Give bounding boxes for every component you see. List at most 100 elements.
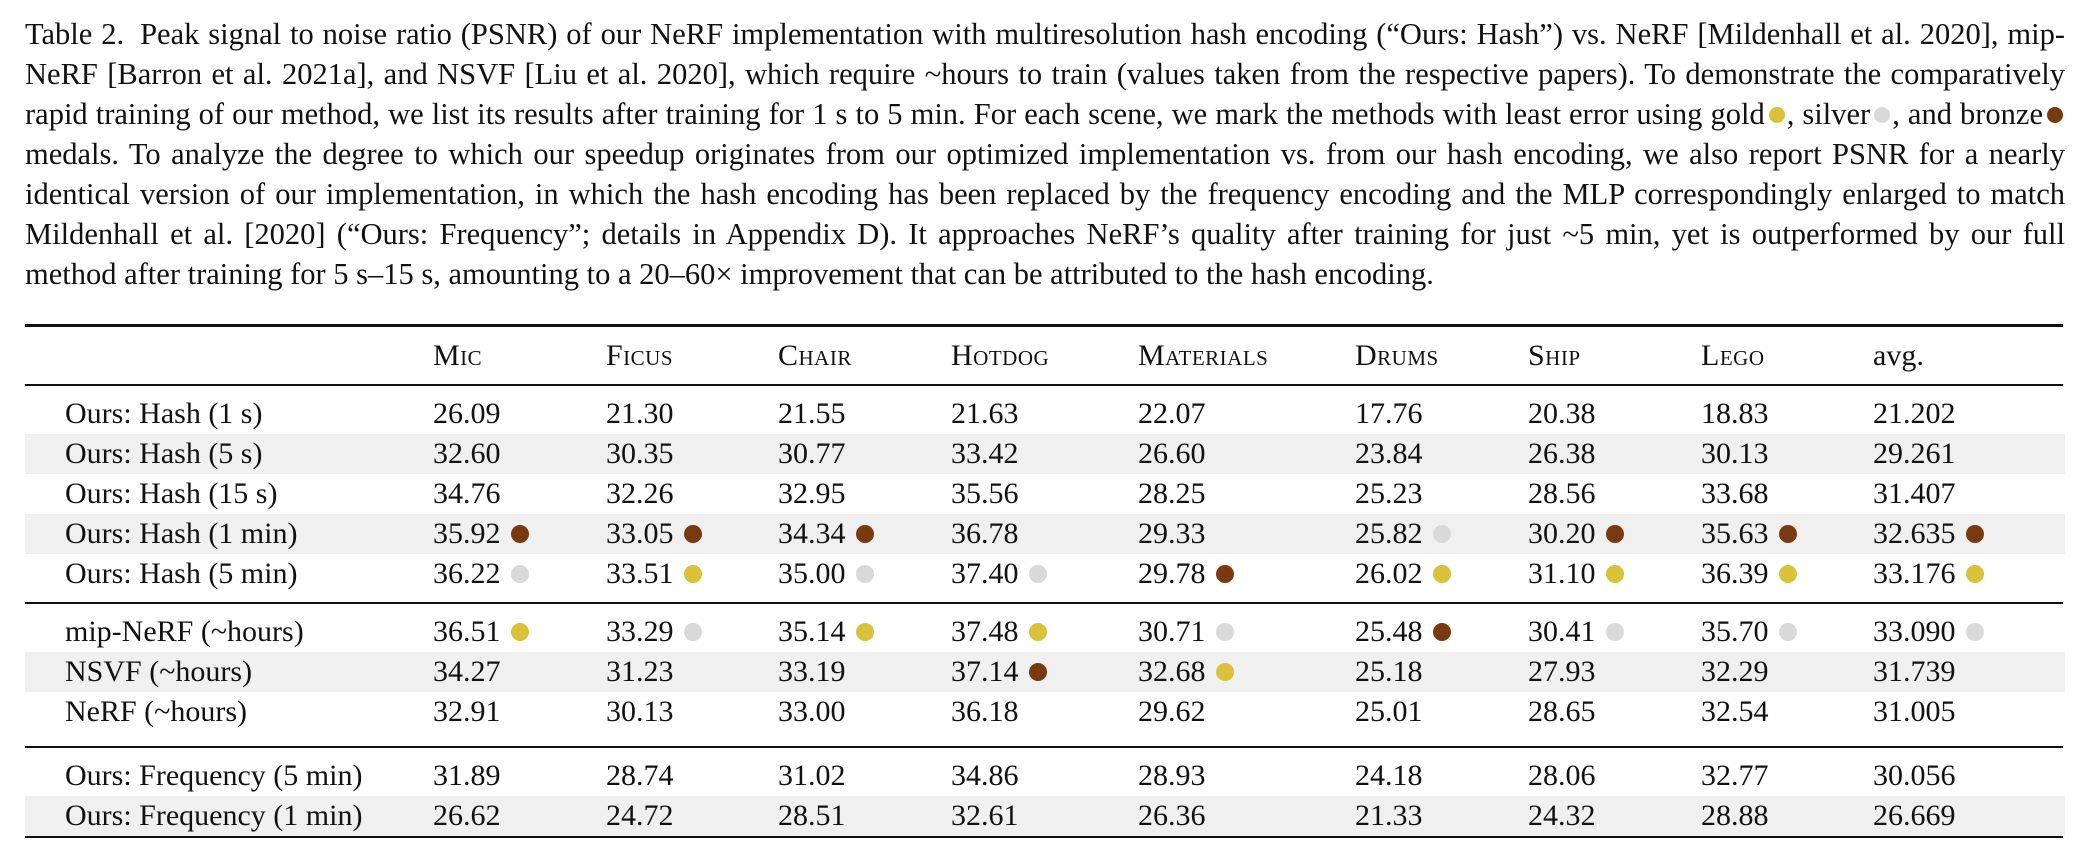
- psnr-value: 24.32: [1528, 799, 1596, 832]
- table-bottom-rule: [25, 835, 2063, 838]
- psnr-value-cell: 36.22: [433, 554, 529, 594]
- column-header: avg.: [1873, 339, 1924, 372]
- silver-medal-icon: [510, 565, 529, 583]
- psnr-value-cell: 32.77: [1701, 756, 1769, 796]
- psnr-value-cell: 33.176: [1873, 554, 1984, 594]
- psnr-value-cell: 30.35: [606, 434, 674, 474]
- table-row: Ours: Hash (5 min) 36.22 33.51 35.00 37.40 29…: [25, 554, 2065, 594]
- silver-medal-icon: [683, 623, 702, 641]
- psnr-value-cell: 28.88: [1701, 796, 1769, 836]
- psnr-value-cell: 31.407: [1873, 474, 1956, 514]
- psnr-value: 32.77: [1701, 759, 1769, 792]
- column-header: Hotdog: [951, 339, 1050, 372]
- psnr-value: 31.005: [1873, 695, 1956, 728]
- psnr-value: 23.84: [1355, 437, 1423, 470]
- psnr-value-cell: 31.89: [433, 756, 501, 796]
- method-label: Ours: Frequency (1 min): [65, 799, 363, 832]
- method-label: Ours: Hash (5 min): [65, 557, 298, 590]
- psnr-value-cell: 23.84: [1355, 434, 1423, 474]
- table-caption: Table 2. Peak signal to noise ratio (PSNR…: [25, 14, 2065, 294]
- psnr-value: 29.62: [1138, 695, 1206, 728]
- psnr-value: 35.63: [1701, 517, 1769, 550]
- psnr-value: 33.176: [1873, 557, 1956, 590]
- psnr-value-cell: 31.005: [1873, 692, 1956, 732]
- caption-text-part-4: medals. To analyze the degree to which o…: [25, 137, 2065, 291]
- gold-medal-icon: [510, 623, 529, 641]
- psnr-value-cell: 25.82: [1355, 514, 1451, 554]
- psnr-value-cell: 26.60: [1138, 434, 1206, 474]
- psnr-value: 36.39: [1701, 557, 1769, 590]
- psnr-value: 32.61: [951, 799, 1019, 832]
- caption-text-part-2: , silver: [1786, 97, 1871, 131]
- silver-medal-icon: [1432, 525, 1451, 543]
- psnr-value-cell: 30.41: [1528, 612, 1624, 652]
- header-rule: [25, 384, 2063, 386]
- psnr-value: 25.23: [1355, 477, 1423, 510]
- psnr-value: 31.89: [433, 759, 501, 792]
- group-divider-2: [25, 746, 2063, 748]
- psnr-value-cell: 32.61: [951, 796, 1019, 836]
- caption-label: Table 2.: [25, 17, 125, 51]
- psnr-value-cell: 30.71: [1138, 612, 1234, 652]
- psnr-value-cell: 26.669: [1873, 796, 1956, 836]
- psnr-value: 32.95: [778, 477, 846, 510]
- method-label: Ours: Hash (5 s): [65, 437, 263, 470]
- psnr-value-cell: 32.26: [606, 474, 674, 514]
- psnr-value-cell: 26.62: [433, 796, 501, 836]
- psnr-value: 35.92: [433, 517, 501, 550]
- psnr-value: 33.42: [951, 437, 1019, 470]
- psnr-value: 20.38: [1528, 397, 1596, 430]
- psnr-value-cell: 33.05: [606, 514, 702, 554]
- psnr-value: 36.22: [433, 557, 501, 590]
- psnr-value: 22.07: [1138, 397, 1206, 430]
- method-label: Ours: Frequency (5 min): [65, 759, 363, 792]
- psnr-value: 30.41: [1528, 615, 1596, 648]
- gold-medal-icon: [1605, 565, 1624, 583]
- psnr-value: 32.60: [433, 437, 501, 470]
- psnr-value: 33.05: [606, 517, 674, 550]
- psnr-value-cell: 26.38: [1528, 434, 1596, 474]
- bronze-medal-icon: [1215, 565, 1234, 583]
- psnr-value-cell: 36.39: [1701, 554, 1797, 594]
- psnr-value-cell: 35.70: [1701, 612, 1797, 652]
- psnr-value-cell: 32.54: [1701, 692, 1769, 732]
- psnr-value-cell: 37.40: [951, 554, 1047, 594]
- column-header: Chair: [778, 339, 852, 372]
- psnr-value: 30.77: [778, 437, 846, 470]
- psnr-value: 24.18: [1355, 759, 1423, 792]
- table-header-row: Mic Ficus Chair Hotdog Materials Drums Ship Leg…: [25, 336, 2065, 376]
- psnr-value-cell: 33.42: [951, 434, 1019, 474]
- silver-medal-icon: [1605, 623, 1624, 641]
- psnr-value-cell: 34.27: [433, 652, 501, 692]
- psnr-value: 30.056: [1873, 759, 1956, 792]
- psnr-value: 26.36: [1138, 799, 1206, 832]
- psnr-value: 28.93: [1138, 759, 1206, 792]
- psnr-value-cell: 28.65: [1528, 692, 1596, 732]
- psnr-value: 30.13: [1701, 437, 1769, 470]
- psnr-value: 31.739: [1873, 655, 1956, 688]
- psnr-value-cell: 32.91: [433, 692, 501, 732]
- psnr-value-cell: 35.00: [778, 554, 874, 594]
- psnr-value: 26.38: [1528, 437, 1596, 470]
- psnr-value: 28.56: [1528, 477, 1596, 510]
- psnr-value-cell: 27.93: [1528, 652, 1596, 692]
- psnr-value: 32.91: [433, 695, 501, 728]
- column-header: Drums: [1355, 339, 1439, 372]
- gold-medal-icon: [1028, 623, 1047, 641]
- psnr-value-cell: 30.13: [606, 692, 674, 732]
- silver-medal-icon: [1215, 623, 1234, 641]
- psnr-value-cell: 32.29: [1701, 652, 1769, 692]
- psnr-value: 18.83: [1701, 397, 1769, 430]
- psnr-value-cell: 36.78: [951, 514, 1019, 554]
- psnr-value: 36.51: [433, 615, 501, 648]
- psnr-value: 25.01: [1355, 695, 1423, 728]
- psnr-value: 33.51: [606, 557, 674, 590]
- psnr-value-cell: 34.86: [951, 756, 1019, 796]
- table-row: Ours: Hash (15 s) 34.76 32.26 32.95 35.56 28.…: [25, 474, 2065, 514]
- caption-text-part-3: , and bronze: [1892, 97, 2043, 131]
- psnr-value: 28.25: [1138, 477, 1206, 510]
- psnr-value: 34.76: [433, 477, 501, 510]
- psnr-value-cell: 33.68: [1701, 474, 1769, 514]
- psnr-value: 32.54: [1701, 695, 1769, 728]
- psnr-value-cell: 25.18: [1355, 652, 1423, 692]
